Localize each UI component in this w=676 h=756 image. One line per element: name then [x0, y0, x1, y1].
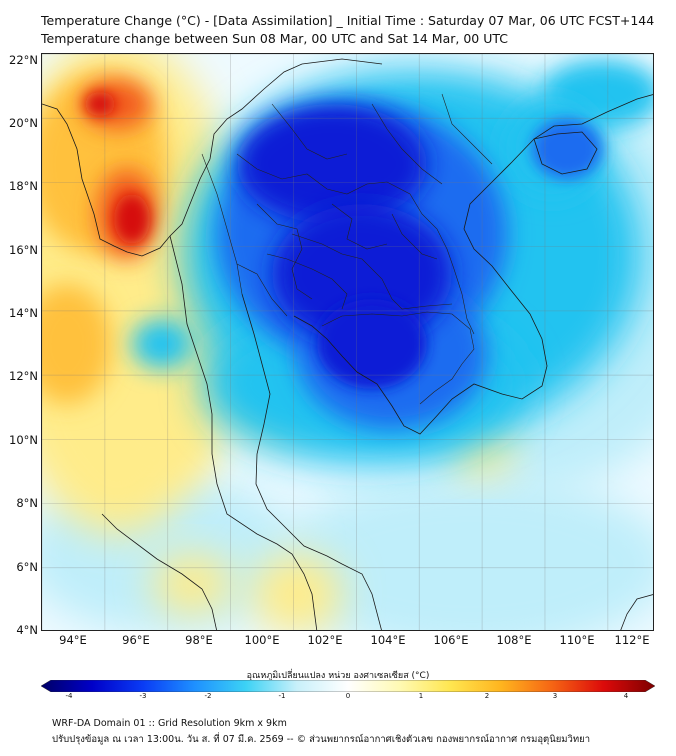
lat-label: 4°N: [16, 623, 38, 637]
lon-label: 96°E: [122, 633, 150, 647]
warmer-region: [42, 284, 112, 404]
colorbar-tick: -3: [139, 692, 147, 700]
lon-label: 110°E: [559, 633, 595, 647]
colorbar-gradient: [41, 680, 655, 692]
light-cool-region: [272, 474, 653, 630]
lat-label: 14°N: [9, 306, 38, 320]
border-cambodia: [321, 311, 475, 405]
map-subtitle: Temperature change between Sun 08 Mar, 0…: [41, 31, 508, 46]
coastlines: [42, 58, 653, 630]
warm-region: [92, 399, 212, 479]
warm-region: [252, 554, 342, 630]
borneo-coast: [620, 594, 653, 630]
colorbar-tick: 0: [345, 692, 351, 700]
cold-region: [532, 119, 602, 179]
internal-border: [441, 93, 493, 165]
border-myanmar-thailand: [201, 153, 243, 295]
hainan-island: [533, 131, 598, 175]
colorbar-tick: 2: [484, 692, 490, 700]
hot-region: [82, 79, 152, 129]
colorbar-tick: 4: [623, 692, 629, 700]
coastline-north: [42, 58, 383, 257]
graticule: [42, 54, 653, 630]
very-hot-region: [114, 194, 150, 244]
lat-label: 12°N: [9, 369, 38, 383]
colorbar: [41, 680, 655, 692]
colorbar-tick: 3: [552, 692, 558, 700]
internal-border: [331, 203, 388, 250]
very-hot-region: [85, 92, 115, 116]
lat-label: 20°N: [9, 116, 38, 130]
temperature-field: [42, 54, 653, 630]
colorbar-tick: -1: [278, 692, 286, 700]
temperature-change-map[interactable]: [41, 53, 654, 631]
lon-label: 94°E: [59, 633, 87, 647]
internal-border: [271, 103, 348, 160]
colorbar-tick: -2: [204, 692, 212, 700]
lat-label: 22°N: [9, 53, 38, 67]
lon-label: 108°E: [496, 633, 532, 647]
map-title: Temperature Change (°C) - [Data Assimila…: [41, 13, 655, 28]
internal-border: [256, 203, 313, 300]
lon-label: 106°E: [433, 633, 469, 647]
lon-label: 102°E: [307, 633, 343, 647]
colorbar-tick: 1: [418, 692, 424, 700]
border-thailand-laos: [291, 233, 453, 310]
internal-border: [236, 263, 288, 317]
sumatra-coast: [101, 513, 217, 630]
lat-label: 10°N: [9, 433, 38, 447]
coastline-peninsula-west: [169, 235, 318, 630]
lon-label: 104°E: [370, 633, 406, 647]
lat-label: 8°N: [16, 496, 38, 510]
internal-border: [371, 103, 443, 185]
footer-model-info: WRF-DA Domain 01 :: Grid Resolution 9km …: [52, 718, 287, 729]
lat-label: 18°N: [9, 179, 38, 193]
warm-region: [152, 554, 232, 614]
internal-border: [266, 253, 348, 310]
coastline-peninsula-east: [241, 293, 382, 630]
lon-label: 98°E: [185, 633, 213, 647]
strong-cold-core: [237, 104, 427, 224]
strong-cold-core: [317, 299, 427, 389]
political-boundaries: [201, 93, 493, 405]
lon-label: 112°E: [614, 633, 650, 647]
internal-border: [391, 213, 438, 260]
lat-label: 6°N: [16, 560, 38, 574]
cool-region: [132, 319, 192, 369]
colorbar-tick: -4: [65, 692, 73, 700]
border-laos: [236, 153, 475, 335]
colorbar-title: อุณหภูมิเปลี่ยนแปลง หน่วย องศาเซลเซียส (…: [246, 671, 430, 681]
footer-credit: ปรับปรุงข้อมูล ณ เวลา 13:00น. วัน ส. ที่…: [52, 734, 591, 745]
lat-label: 16°N: [9, 243, 38, 257]
lon-label: 100°E: [244, 633, 280, 647]
map-canvas: [42, 54, 653, 630]
